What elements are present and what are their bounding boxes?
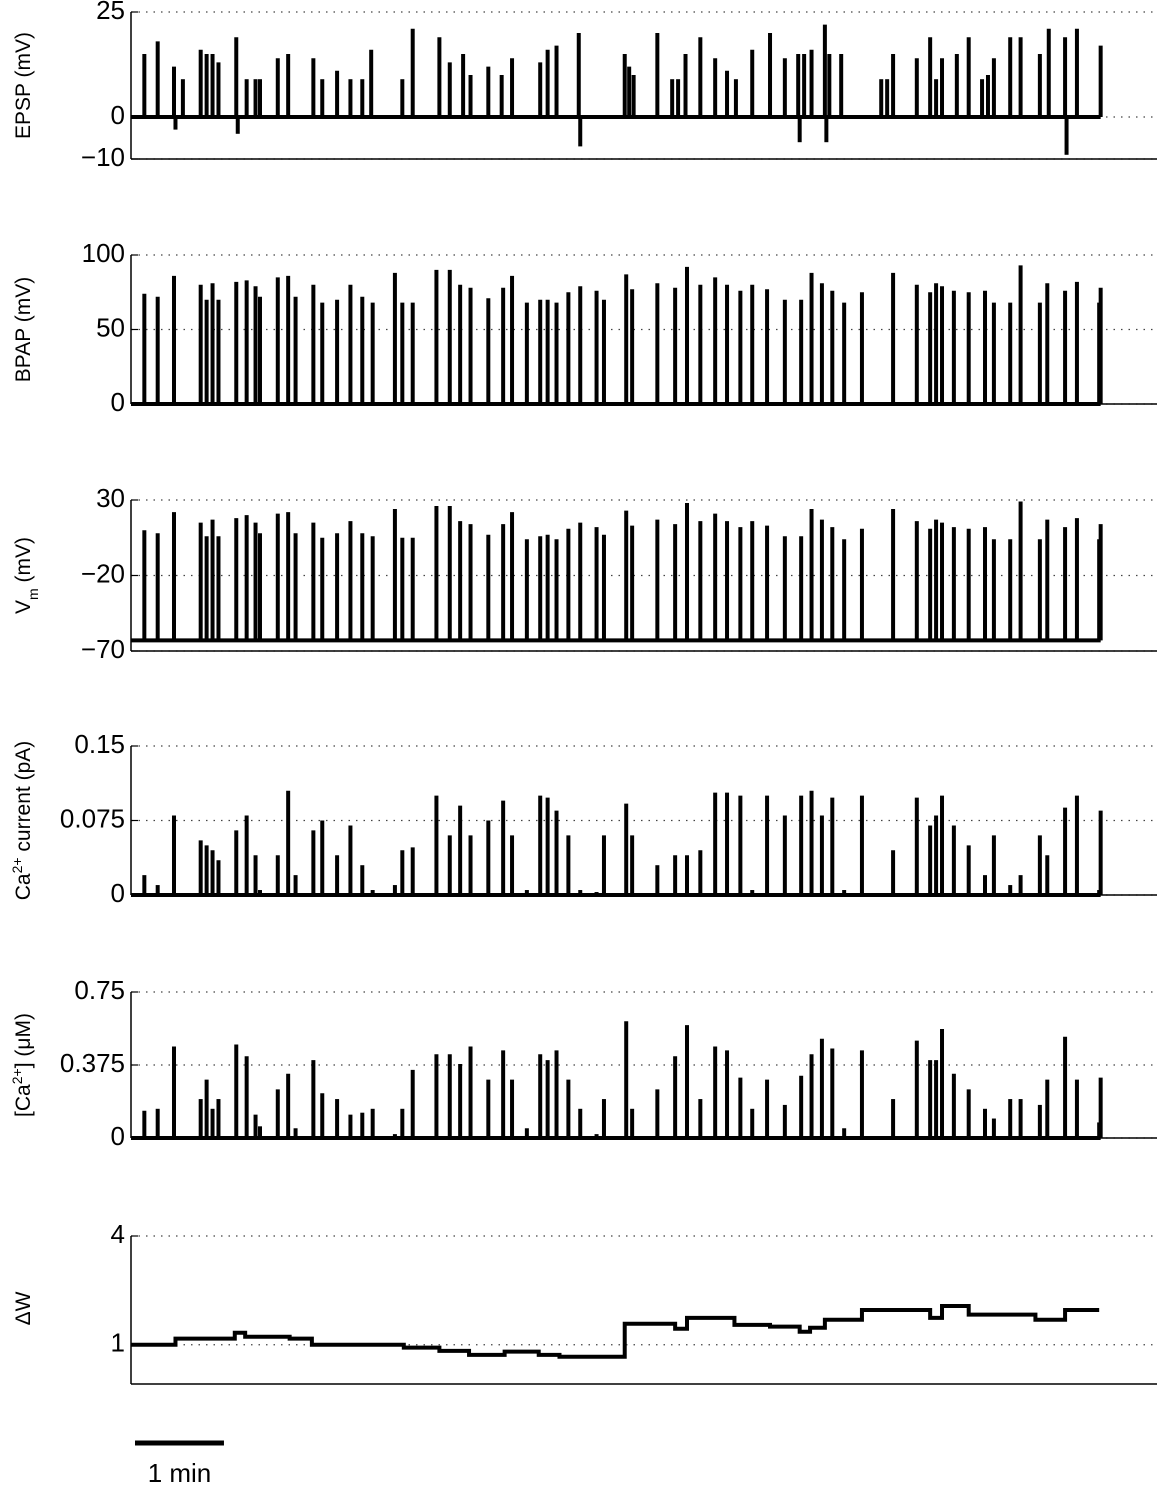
y-label-part: ] (μM)	[12, 1013, 35, 1068]
y-tick-label: 50	[96, 312, 125, 342]
y-label-part: BPAP (mV)	[12, 277, 35, 382]
y-label-part: Ca	[12, 873, 35, 900]
panel: 1 4 ΔW 1 min	[12, 1219, 1157, 1486]
step-line	[131, 1303, 1100, 1359]
y-label-part: 2+	[9, 1068, 25, 1084]
panel: −10 0 25 EPSP (mV)	[12, 0, 1157, 172]
y-axis-label: EPSP (mV)	[12, 32, 35, 139]
y-tick-label: 4	[111, 1219, 125, 1249]
y-tick-label: 0.75	[74, 975, 125, 1005]
y-label-part: ΔW	[12, 1291, 35, 1325]
y-tick-label: −10	[81, 142, 125, 172]
y-label-part: [Ca	[12, 1084, 35, 1117]
y-tick-label: 0	[111, 1121, 125, 1151]
y-tick-label: 25	[96, 0, 125, 25]
panel: 0 0.375 0.75 [Ca2+] (μM)	[9, 975, 1157, 1151]
y-tick-label: 1	[111, 1328, 125, 1358]
y-label-part: current (pA)	[12, 741, 35, 858]
y-tick-label: −20	[81, 558, 125, 588]
y-label-part: m	[25, 588, 41, 600]
y-tick-label: 0.075	[60, 803, 125, 833]
y-tick-label: 0	[111, 100, 125, 130]
y-tick-label: 100	[82, 238, 125, 268]
y-tick-label: 0.375	[60, 1048, 125, 1078]
y-label-part: EPSP (mV)	[12, 32, 35, 139]
y-tick-label: 30	[96, 483, 125, 513]
y-axis-label: Vm (mV)	[12, 537, 41, 614]
panel: 0 0.075 0.15 Ca2+ current (pA)	[9, 729, 1157, 908]
y-label-part: 2+	[9, 857, 25, 873]
y-axis-label: BPAP (mV)	[12, 277, 35, 382]
panel: 0 50 100 BPAP (mV)	[12, 238, 1157, 417]
y-tick-label: 0.15	[74, 729, 125, 759]
y-label-part: V	[12, 600, 35, 614]
y-tick-label: 0	[111, 878, 125, 908]
scale-bar-label: 1 min	[148, 1458, 212, 1486]
panel: −70 −20 30 Vm (mV)	[12, 483, 1157, 664]
y-tick-label: 0	[111, 387, 125, 417]
y-axis-label: [Ca2+] (μM)	[9, 1013, 35, 1117]
y-tick-label: −70	[81, 634, 125, 664]
y-axis-label: ΔW	[12, 1291, 35, 1325]
y-axis-label: Ca2+ current (pA)	[9, 741, 35, 901]
y-label-part: (mV)	[12, 537, 35, 588]
